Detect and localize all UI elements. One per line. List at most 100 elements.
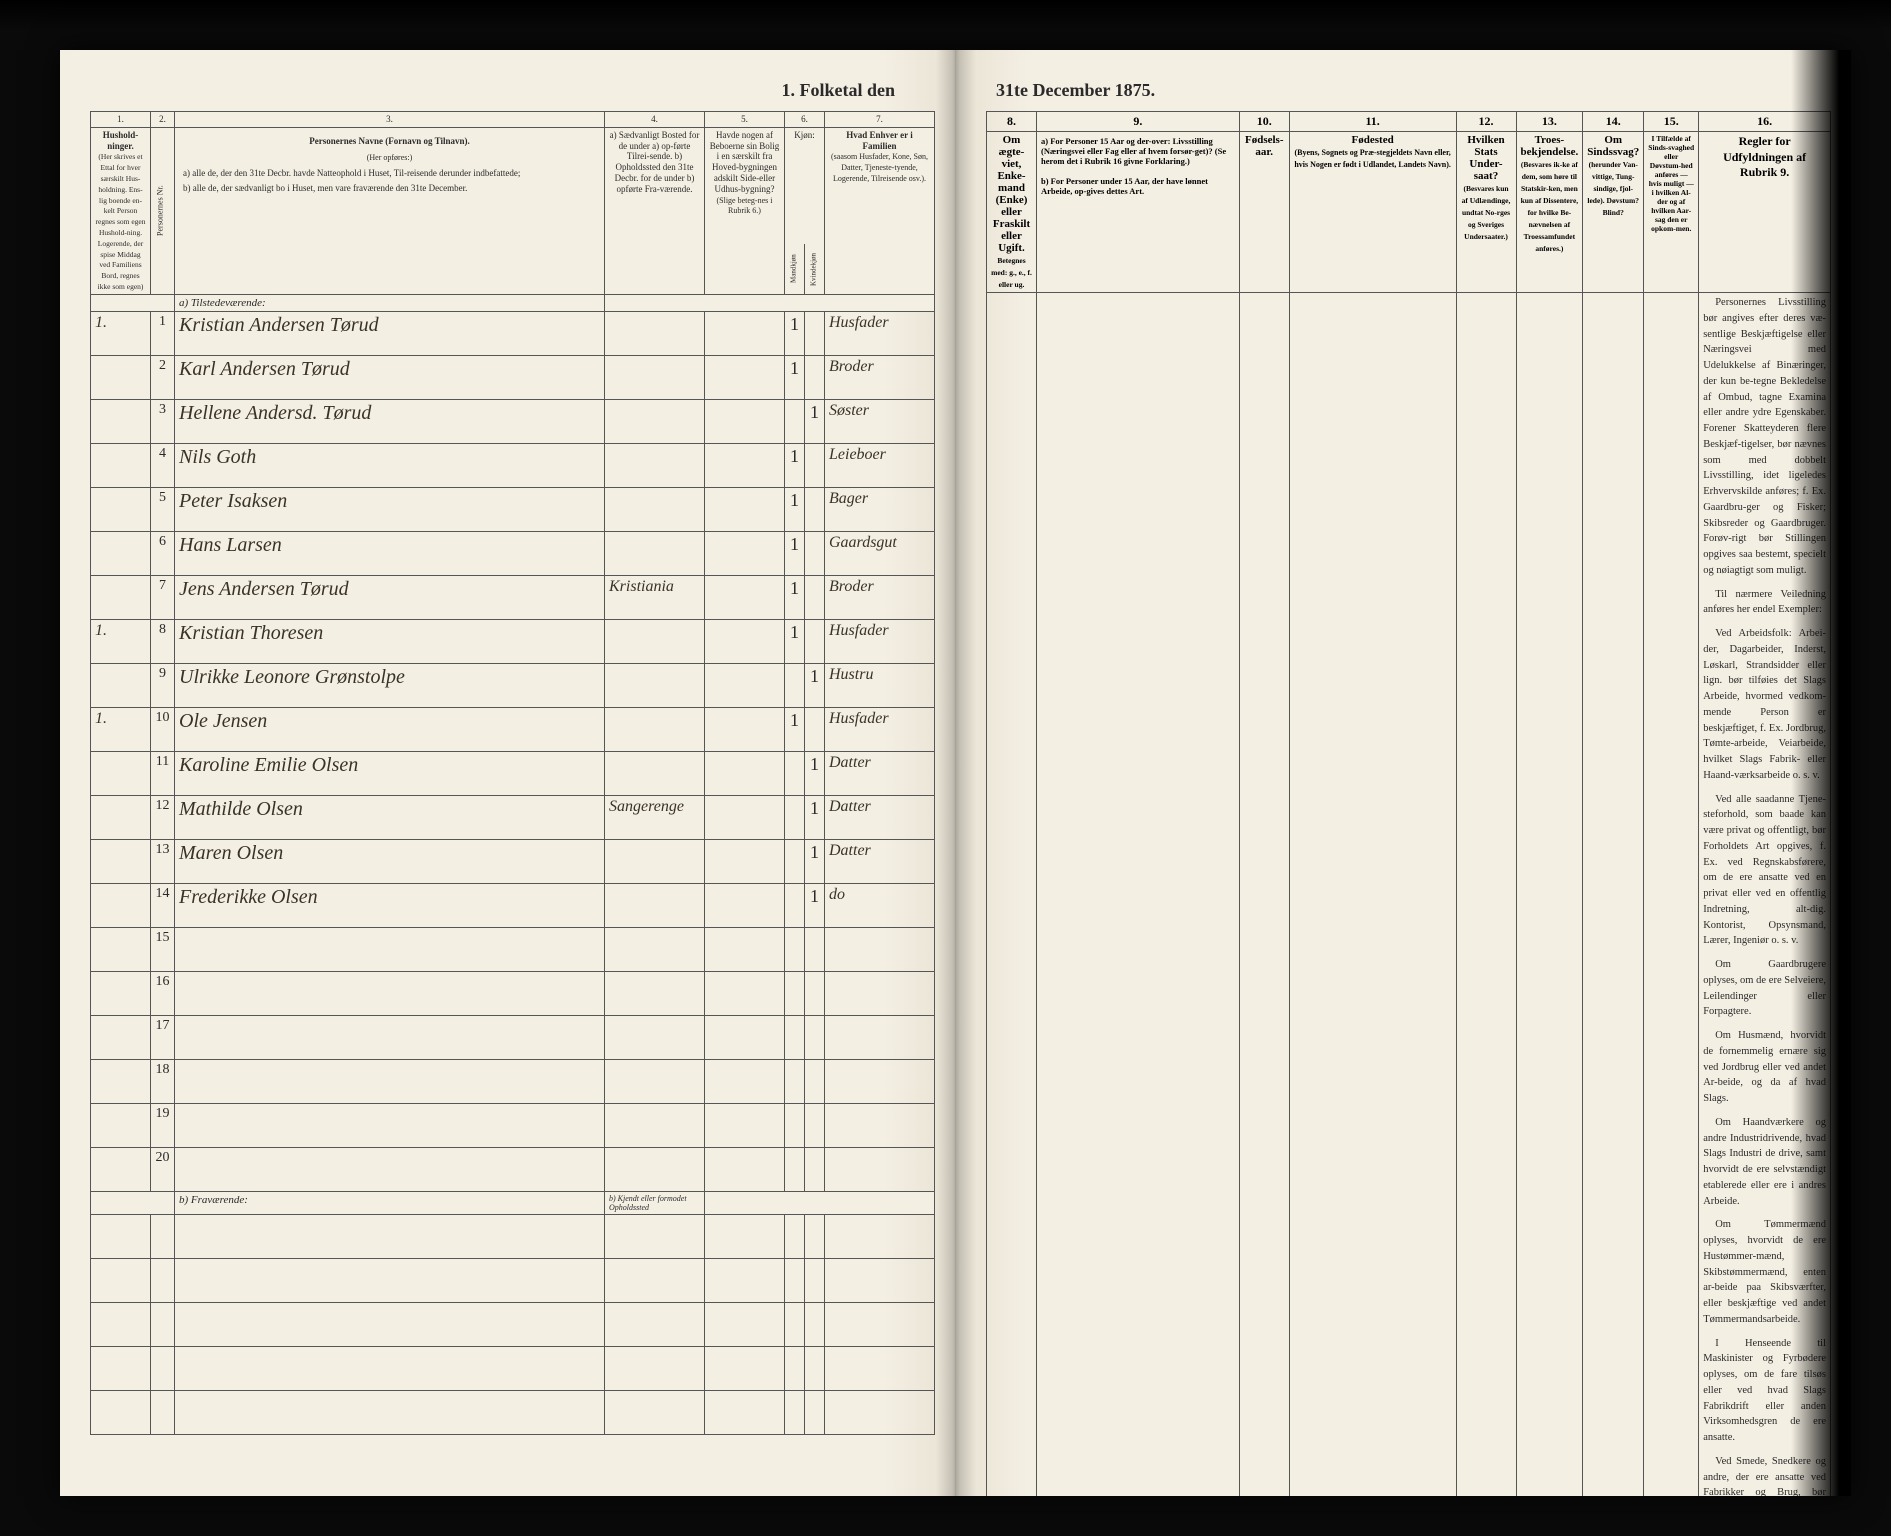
head-1-title: Hushold-ninger.	[103, 130, 139, 151]
colnum-15: 15.	[1644, 112, 1699, 132]
colnum-8: 8.	[987, 112, 1037, 132]
table-row-absent	[91, 1390, 935, 1434]
cell-col5	[705, 663, 785, 707]
cell-col4	[605, 443, 705, 487]
head-1-sub: (Her skrives et Ettal for hver særskilt …	[96, 152, 146, 291]
page-left: 1. Folketal den 1. 2. 3. 4. 5. 6. 7. Hus…	[60, 50, 956, 1496]
cell-household	[91, 883, 151, 927]
cell-person-no: 14	[151, 883, 175, 927]
cell-col4	[605, 707, 705, 751]
colnum-4: 4.	[605, 112, 705, 128]
cell-person-no: 7	[151, 575, 175, 619]
cell-sex-m: 1	[785, 311, 805, 355]
cell-person-no: 1	[151, 311, 175, 355]
cell-relation: Husfader	[825, 619, 935, 663]
head-13-sub: (Besvares ik-ke af dem, som høre til Sta…	[1521, 160, 1579, 253]
cell-name: Maren Olsen	[175, 839, 605, 883]
book-spread: 1. Folketal den 1. 2. 3. 4. 5. 6. 7. Hus…	[60, 50, 1851, 1496]
table-row: 7Jens Andersen TørudKristiania 1 Broder	[91, 575, 935, 619]
cell-household	[91, 355, 151, 399]
cell-relation: do	[825, 883, 935, 927]
cell-sex-m	[785, 399, 805, 443]
cell-sex-m	[785, 839, 805, 883]
colnum-10: 10.	[1239, 112, 1289, 132]
cell-relation: Broder	[825, 575, 935, 619]
cell-col4	[605, 839, 705, 883]
table-row-absent	[91, 1214, 935, 1258]
head-8-text: Om ægte-viet, Enke-mand (Enke) eller Fra…	[993, 134, 1030, 254]
cell-col5	[705, 355, 785, 399]
head-12: Hvilken Stats Under-saat? (Besvares kun …	[1456, 132, 1516, 293]
cell-sex-k	[805, 707, 825, 751]
cell-relation: Datter	[825, 795, 935, 839]
head-12-sub: (Besvares kun af Udlændinge, undtat No-r…	[1462, 184, 1511, 241]
cell-name: Mathilde Olsen	[175, 795, 605, 839]
colnum-2: 2.	[151, 112, 175, 128]
cell-col4	[605, 311, 705, 355]
head-9-a: a) For Personer 15 Aar og der-over: Livs…	[1041, 136, 1226, 166]
cell-sex-m: 1	[785, 575, 805, 619]
cell-household	[91, 795, 151, 839]
cell-sex-m: 1	[785, 707, 805, 751]
cell-name: Hans Larsen	[175, 531, 605, 575]
cell-household	[91, 487, 151, 531]
cell-relation: Datter	[825, 751, 935, 795]
cell-sex-k	[805, 311, 825, 355]
cell-name: Jens Andersen Tørud	[175, 575, 605, 619]
cell-relation: Husfader	[825, 707, 935, 751]
cell-person-no: 9	[151, 663, 175, 707]
cell-col4	[605, 751, 705, 795]
head-3-b: b) alle de, der sædvanligt bo i Huset, m…	[183, 183, 596, 194]
cell-name: Kristian Thoresen	[175, 619, 605, 663]
cell-name: Kristian Andersen Tørud	[175, 311, 605, 355]
head-2-text: Personernes Nr.	[155, 185, 164, 236]
page-right: 31te December 1875. 8. 9. 10. 11. 12. 13…	[956, 50, 1851, 1496]
form-title-left: 1. Folketal den	[90, 80, 895, 101]
cell-sex-m: 1	[785, 531, 805, 575]
head-7-sub: (saasom Husfader, Kone, Søn, Datter, Tje…	[831, 152, 928, 183]
cell-col4	[605, 487, 705, 531]
section-absent-label: b) Fraværende:	[175, 1191, 605, 1214]
cell-name: Nils Goth	[175, 443, 605, 487]
colnum-12: 12.	[1456, 112, 1516, 132]
cell-sex-k	[805, 355, 825, 399]
cell-col5	[705, 795, 785, 839]
head-5-text: Havde nogen af Beboerne sin Bolig i en s…	[710, 130, 780, 194]
cell-person-no: 10	[151, 707, 175, 751]
colnum-6: 6.	[785, 112, 825, 128]
colnum-9: 9.	[1037, 112, 1240, 132]
head-5-sub: (Slige beteg-nes i Rubrik 6.)	[717, 196, 773, 216]
head-3: Personernes Navne (Fornavn og Tilnavn). …	[175, 127, 605, 294]
cell-relation: Datter	[825, 839, 935, 883]
table-row-empty: 17	[91, 1015, 935, 1059]
table-row: 5Peter Isaksen1Bager	[91, 487, 935, 531]
cell-col4	[605, 399, 705, 443]
head-1: Hushold-ninger. (Her skrives et Ettal fo…	[91, 127, 151, 294]
table-row: 14Frederikke Olsen1do	[91, 883, 935, 927]
cell-col5	[705, 751, 785, 795]
head-12-title: Hvilken Stats Under-saat?	[1467, 134, 1504, 182]
head-11-title: Fødested	[1352, 134, 1394, 146]
cell-person-no: 4	[151, 443, 175, 487]
cell-sex-m: 1	[785, 619, 805, 663]
cell-sex-m	[785, 883, 805, 927]
colnum-11: 11.	[1289, 112, 1456, 132]
head-4: a) Sædvanligt Bosted for de under a) op-…	[605, 127, 705, 294]
cell-person-no: 2	[151, 355, 175, 399]
head-8: Om ægte-viet, Enke-mand (Enke) eller Fra…	[987, 132, 1037, 293]
right-spacer: Personernes Livsstilling bør angives eft…	[987, 293, 1831, 1497]
cell-col4: Kristiania	[605, 575, 705, 619]
head-14-sub: (herunder Van-vittige, Tung-sindige, fjo…	[1587, 160, 1639, 217]
cell-col4	[605, 619, 705, 663]
census-table-left: 1. 2. 3. 4. 5. 6. 7. Hushold-ninger. (He…	[90, 111, 935, 1435]
cell-col4	[605, 355, 705, 399]
colnum-5: 5.	[705, 112, 785, 128]
head-6: Kjøn:	[785, 127, 825, 244]
head-15-text: I Tilfælde af Sinds-svaghed eller Døvstu…	[1648, 134, 1694, 233]
census-table-right: 8. 9. 10. 11. 12. 13. 14. 15. 16. Om ægt…	[986, 111, 1831, 1496]
cell-relation: Gaardsgut	[825, 531, 935, 575]
head-15: I Tilfælde af Sinds-svaghed eller Døvstu…	[1644, 132, 1699, 293]
table-row: 4Nils Goth1Leieboer	[91, 443, 935, 487]
table-row: 1.8Kristian Thoresen1Husfader	[91, 619, 935, 663]
cell-relation: Bager	[825, 487, 935, 531]
